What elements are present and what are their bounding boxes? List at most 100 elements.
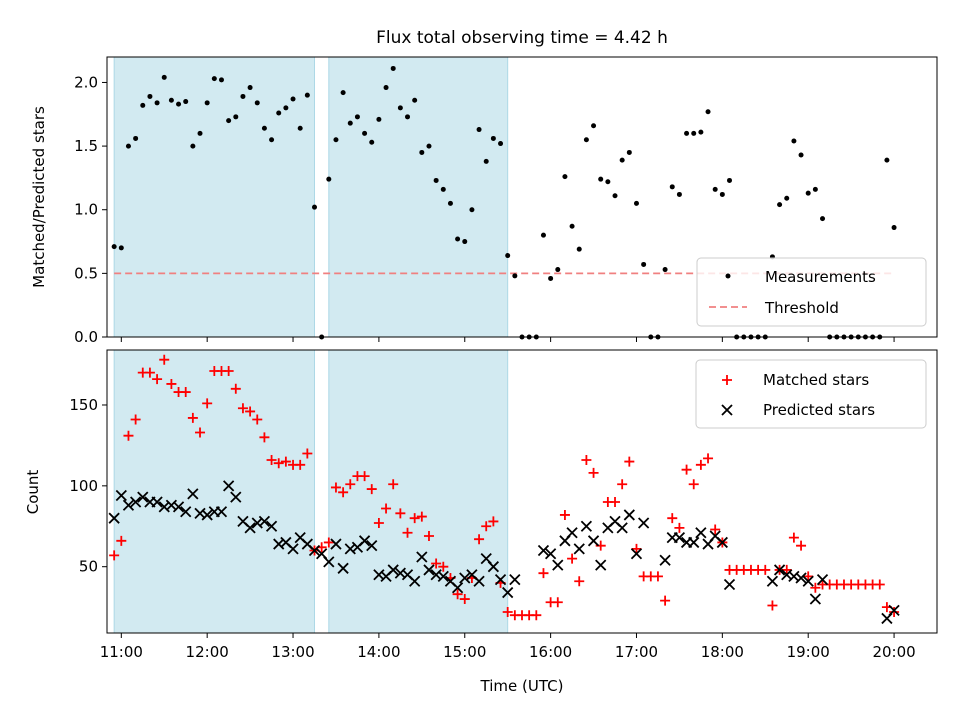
predicted-star-point bbox=[802, 575, 814, 587]
measurement-point bbox=[891, 225, 897, 231]
predicted-star-point bbox=[308, 544, 321, 557]
matched-star-point bbox=[531, 610, 542, 621]
predicted-star-point bbox=[888, 604, 900, 616]
measurement-point bbox=[669, 184, 675, 190]
predicted-star-point bbox=[258, 515, 271, 528]
measurement-point bbox=[147, 93, 153, 99]
measurement-point bbox=[261, 125, 267, 131]
measurement-point bbox=[247, 85, 253, 91]
predicted-star-point bbox=[437, 570, 449, 583]
matched-star-point bbox=[266, 454, 277, 465]
y-tick-label: 1.0 bbox=[74, 201, 98, 219]
measurement-point bbox=[297, 125, 303, 131]
predicted-star-point bbox=[115, 489, 127, 502]
predicted-star-point bbox=[151, 496, 163, 508]
matched-star-point bbox=[652, 571, 663, 582]
predicted-star-point bbox=[487, 561, 500, 573]
measurement-point bbox=[183, 99, 189, 105]
top-shaded-intervals bbox=[113, 56, 509, 338]
predicted-star-point bbox=[809, 593, 821, 605]
matched-star-point bbox=[781, 564, 792, 575]
measurement-point bbox=[211, 76, 217, 82]
measurement-point bbox=[576, 246, 582, 252]
measurement-point bbox=[490, 135, 496, 141]
matched-star-point bbox=[423, 530, 434, 541]
predicted-star-point bbox=[623, 509, 635, 521]
matched-star-point bbox=[588, 467, 599, 478]
matched-star-point bbox=[581, 454, 592, 465]
predicted-star-point bbox=[795, 572, 807, 584]
predicted-star-point bbox=[423, 564, 435, 576]
matched-star-point bbox=[252, 414, 263, 425]
predicted-star-point bbox=[773, 564, 786, 576]
measurement-point bbox=[612, 193, 618, 199]
measurement-point bbox=[161, 74, 167, 80]
matched-star-point bbox=[409, 513, 420, 524]
matched-star-point bbox=[688, 479, 699, 490]
predicted-star-point bbox=[265, 520, 278, 532]
matched-star-point bbox=[130, 414, 141, 425]
bottom-axes: 50 100 150 11:00 12:00 13:00 14:00 15:00 16:00 17… bbox=[69, 349, 938, 661]
measurement-point bbox=[712, 186, 718, 192]
measurement-point bbox=[719, 191, 725, 197]
predicted-star-point bbox=[673, 531, 686, 544]
measurement-point bbox=[419, 149, 425, 155]
x-tick-label: 18:00 bbox=[701, 643, 744, 661]
bottom-panel: 50 100 150 11:00 12:00 13:00 14:00 15:00 16:00 17… bbox=[24, 349, 938, 695]
measurement-point bbox=[218, 77, 224, 83]
y-tick-label: 0.5 bbox=[74, 264, 98, 282]
measurement-point bbox=[340, 90, 346, 96]
matched-star-point bbox=[402, 527, 413, 538]
measurement-point bbox=[505, 253, 511, 259]
predicted-star-point bbox=[566, 527, 578, 539]
measurement-point bbox=[626, 149, 632, 155]
predicted-star-point bbox=[122, 499, 135, 511]
predicted-star-point bbox=[187, 488, 199, 500]
measurement-point bbox=[619, 157, 625, 163]
measurement-point bbox=[125, 143, 131, 149]
measurement-point bbox=[283, 105, 289, 111]
y-tick-label: 150 bbox=[69, 396, 98, 414]
matched-star-point bbox=[223, 366, 234, 377]
matched-star-point bbox=[567, 553, 578, 564]
matched-star-point bbox=[810, 582, 821, 593]
matched-star-point bbox=[109, 550, 120, 561]
measurement-point bbox=[777, 202, 783, 208]
measurement-point bbox=[462, 239, 468, 245]
x-tick-label: 13:00 bbox=[271, 643, 314, 661]
x-tick-label: 11:00 bbox=[100, 643, 143, 661]
matched-star-point bbox=[237, 403, 248, 414]
measurement-point bbox=[176, 101, 182, 107]
measurement-point bbox=[240, 93, 246, 99]
matched-star-point bbox=[796, 540, 807, 551]
measurement-point bbox=[698, 129, 704, 135]
shaded-interval bbox=[113, 56, 316, 338]
measurement-point bbox=[691, 130, 697, 136]
matched-star-point bbox=[674, 522, 685, 533]
measurement-point bbox=[397, 105, 403, 111]
matched-star-point bbox=[373, 518, 384, 529]
measurement-point bbox=[204, 100, 210, 106]
matched-star-point bbox=[245, 406, 256, 417]
measurement-point bbox=[140, 102, 146, 108]
y-tick-label: 100 bbox=[69, 477, 98, 495]
x-tick-label: 20:00 bbox=[872, 643, 915, 661]
measurement-point bbox=[190, 143, 196, 149]
matched-star-point bbox=[431, 558, 442, 569]
measurement-point bbox=[583, 137, 589, 143]
bottom-ylabel: Count bbox=[24, 470, 42, 515]
predicted-star-point bbox=[172, 501, 185, 513]
predicted-star-point bbox=[201, 509, 213, 521]
bottom-shaded-intervals bbox=[113, 349, 509, 634]
matched-star-point bbox=[416, 511, 427, 522]
matched-star-point bbox=[438, 561, 449, 572]
measurement-point bbox=[390, 65, 396, 71]
predicted-star-point bbox=[387, 564, 399, 576]
matched-star-point bbox=[552, 597, 563, 608]
matched-star-point bbox=[345, 479, 356, 490]
measurement-point bbox=[383, 85, 389, 91]
predicted-star-point bbox=[459, 572, 471, 584]
matched-star-point bbox=[703, 453, 714, 464]
legend-x-marker bbox=[721, 404, 733, 416]
matched-star-point bbox=[574, 576, 585, 587]
